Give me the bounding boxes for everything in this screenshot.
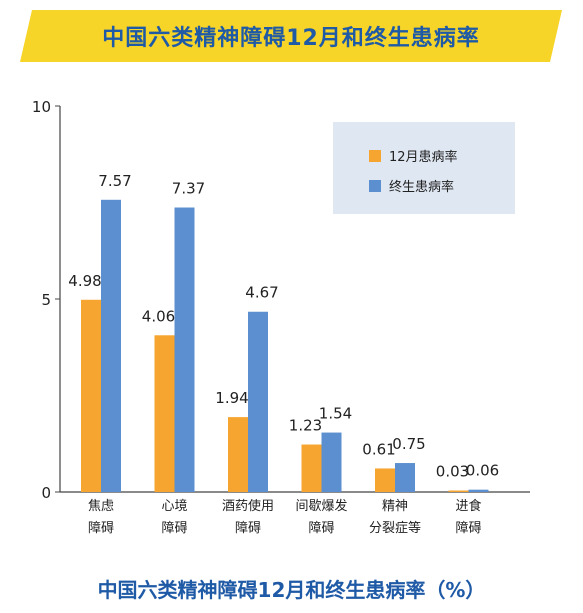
legend-label-12-month: 12月患病率 bbox=[389, 150, 458, 165]
data-label: 4.98 bbox=[68, 272, 101, 290]
x-tick-label: 心境障碍 bbox=[161, 499, 187, 536]
x-tick-label: 焦虑障碍 bbox=[88, 499, 114, 536]
bar-lifetime bbox=[321, 432, 342, 492]
data-label: 1.54 bbox=[319, 405, 352, 423]
data-label: 1.23 bbox=[289, 417, 322, 435]
bar-12-month bbox=[448, 490, 469, 492]
data-label: 0.61 bbox=[362, 440, 395, 458]
x-tick-label: 精神分裂症等 bbox=[369, 499, 421, 536]
data-label: 7.57 bbox=[98, 172, 131, 190]
page-title: 中国六类精神障碍12月和终生患病率 bbox=[102, 26, 480, 51]
x-tick-label: 酒药使用障碍 bbox=[222, 498, 274, 536]
data-label: 0.75 bbox=[392, 435, 425, 453]
bar-12-month bbox=[154, 335, 175, 492]
x-tick-label: 进食障碍 bbox=[455, 498, 481, 536]
legend-swatch-orange bbox=[369, 149, 381, 162]
legend: 12月患病率 终生患病率 bbox=[333, 122, 515, 214]
bar-lifetime bbox=[248, 311, 268, 492]
bar-12-month bbox=[375, 468, 395, 492]
legend-swatch-blue bbox=[369, 179, 381, 192]
data-label: 7.37 bbox=[172, 180, 205, 198]
data-label: 1.94 bbox=[215, 389, 248, 407]
bar-lifetime bbox=[101, 199, 121, 492]
bar-lifetime bbox=[395, 463, 415, 492]
x-tick-label: 间歇爆发障碍 bbox=[295, 498, 347, 536]
bar-lifetime bbox=[468, 489, 489, 492]
data-label: 0.06 bbox=[466, 462, 499, 480]
data-label: 0.03 bbox=[436, 463, 469, 481]
y-tick-label: 0 bbox=[41, 484, 51, 502]
bar-lifetime bbox=[174, 207, 195, 492]
bar-12-month bbox=[301, 444, 322, 492]
bar-12-month bbox=[81, 299, 101, 492]
bar-12-month bbox=[228, 417, 248, 492]
data-label: 4.06 bbox=[142, 307, 175, 325]
legend-item-12-month: 12月患病率 bbox=[369, 146, 458, 165]
legend-label-lifetime: 终生患病率 bbox=[389, 180, 455, 195]
chart-caption: 中国六类精神障碍12月和终生患病率（%） bbox=[97, 578, 486, 602]
legend-item-lifetime: 终生患病率 bbox=[369, 176, 454, 195]
data-label: 4.67 bbox=[245, 284, 278, 302]
y-tick-label: 10 bbox=[32, 98, 51, 116]
y-tick-label: 5 bbox=[41, 291, 51, 309]
